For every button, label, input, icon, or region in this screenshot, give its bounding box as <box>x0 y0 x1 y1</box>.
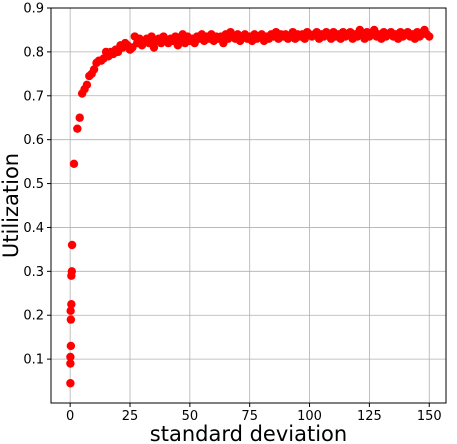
gridlines <box>51 7 446 403</box>
data-point <box>425 32 434 41</box>
data-point <box>82 80 92 90</box>
data-point <box>67 300 76 309</box>
data-points <box>66 25 434 388</box>
x-tick-label: 50 <box>182 409 199 424</box>
data-point <box>66 315 76 324</box>
y-tick-label: 0.6 <box>23 133 44 148</box>
y-tick-label: 0.8 <box>23 45 44 60</box>
data-point <box>89 65 99 74</box>
data-point <box>67 267 77 276</box>
x-axis-label: standard deviation <box>150 422 347 444</box>
data-point <box>149 43 159 52</box>
data-point <box>66 352 75 362</box>
y-tick-label: 0.2 <box>23 309 44 324</box>
data-point <box>66 379 75 388</box>
data-point <box>66 306 75 316</box>
plot-frame <box>50 7 447 404</box>
y-tick-label: 0.4 <box>23 221 44 236</box>
data-point <box>173 41 183 50</box>
x-tick-label: 0 <box>66 409 74 424</box>
x-tick-label: 150 <box>417 409 442 424</box>
x-tick-label: 25 <box>122 409 139 424</box>
axis-ticks: 0 25 50 75 100 125 150 0.1 0.2 0.3 0.4 0.5 0.6 0.7 0.8… <box>23 2 441 425</box>
data-point <box>75 113 84 122</box>
x-tick-label: 75 <box>241 409 258 424</box>
y-axis-label: Utilization <box>0 153 23 258</box>
y-tick-label: 0.7 <box>23 89 44 104</box>
data-point <box>73 124 82 133</box>
data-point <box>69 159 79 169</box>
y-tick-label: 0.1 <box>23 353 44 368</box>
data-point <box>67 240 77 250</box>
data-point <box>66 341 76 351</box>
x-tick-label: 125 <box>357 409 382 424</box>
y-tick-label: 0.5 <box>23 177 44 192</box>
y-tick-label: 0.9 <box>23 2 44 17</box>
data-point <box>66 359 75 368</box>
y-tick-label: 0.3 <box>23 265 44 280</box>
x-tick-label: 100 <box>297 409 322 424</box>
